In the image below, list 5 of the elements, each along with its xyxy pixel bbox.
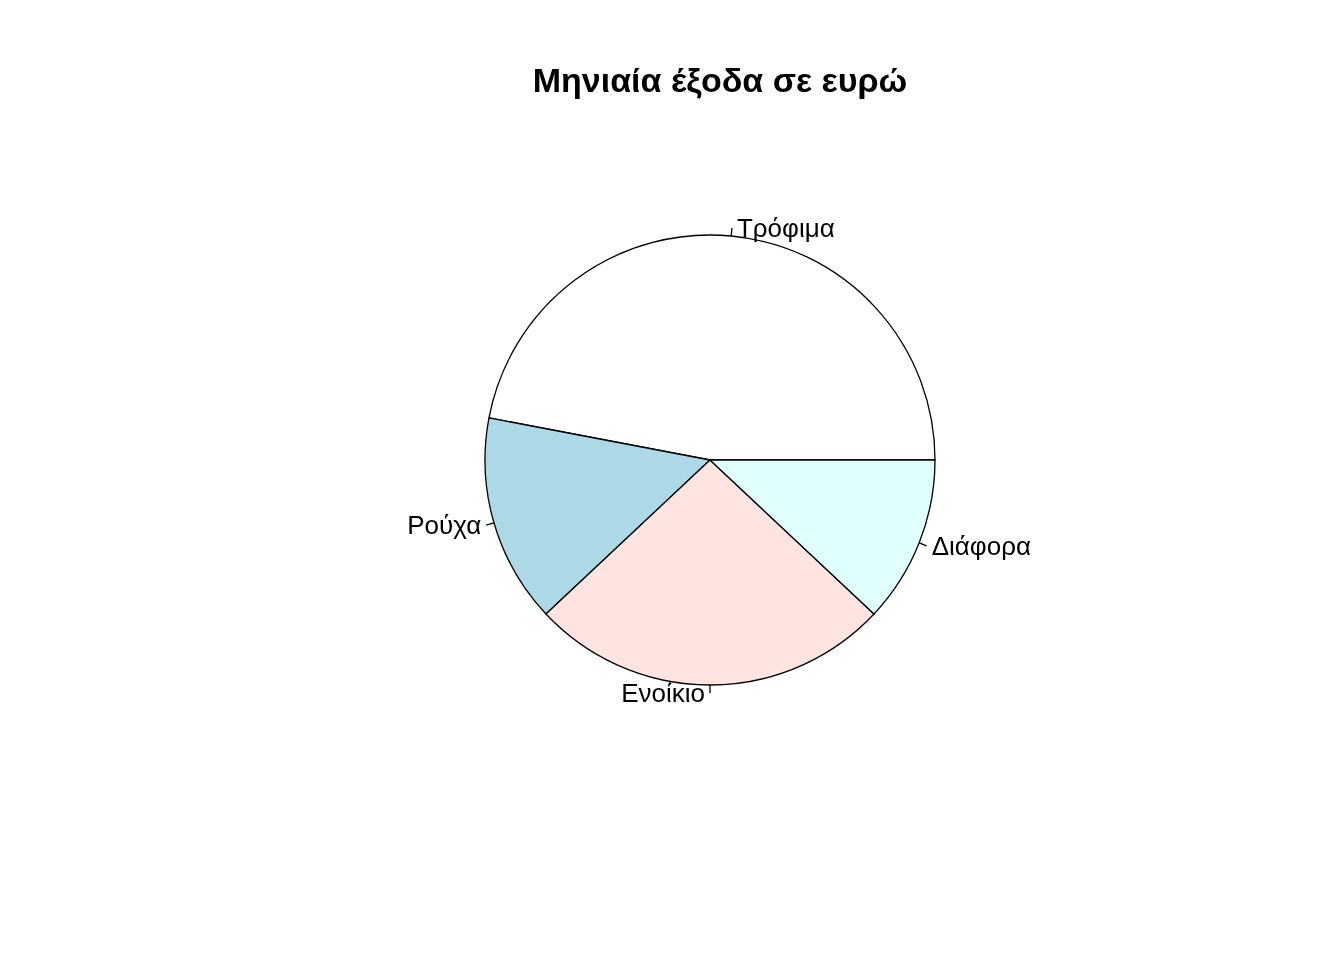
slice-label: Τρόφιμα [736, 213, 835, 244]
slice-label: Διάφορα [931, 530, 1031, 561]
chart-title: Μηνιαία έξοδα σε ευρώ [532, 61, 908, 99]
slice-label: Ενοίκιο [621, 678, 705, 708]
slice-label: Ρούχα [407, 510, 482, 540]
